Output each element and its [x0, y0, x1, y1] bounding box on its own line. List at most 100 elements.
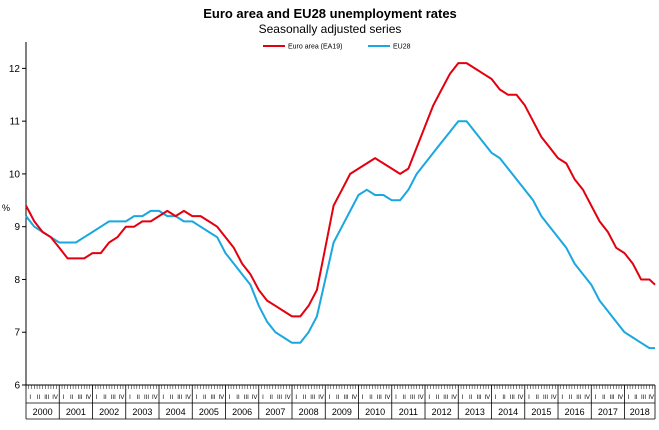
x-quarter-label: I: [428, 395, 430, 401]
legend: Euro area (EA19) EU28: [263, 44, 411, 51]
x-quarter-label: IV: [551, 395, 557, 401]
x-quarter-label: II: [602, 395, 606, 401]
x-quarter-label: IV: [518, 395, 524, 401]
x-quarter-label: I: [162, 395, 164, 401]
x-quarter-label: IV: [648, 395, 654, 401]
x-quarter-label: IV: [352, 395, 358, 401]
x-quarter-label: II: [436, 395, 440, 401]
x-quarter-label: IV: [219, 395, 225, 401]
y-tick-label: 9: [14, 222, 20, 233]
x-quarter-label: IV: [451, 395, 457, 401]
x-year-label: 2012: [432, 407, 452, 417]
x-quarter-label: III: [144, 395, 149, 401]
x-quarter-label: IV: [152, 395, 158, 401]
x-quarter-label: IV: [252, 395, 258, 401]
x-quarter-label: III: [310, 395, 315, 401]
x-year-label: 2006: [232, 407, 252, 417]
x-year-label: 2001: [66, 407, 86, 417]
x-quarter-label: III: [641, 395, 646, 401]
x-year-label: 2008: [299, 407, 319, 417]
x-quarter-label: I: [495, 395, 497, 401]
y-tick-label: 11: [10, 117, 21, 128]
x-quarter-label: III: [377, 395, 382, 401]
x-year-label: 2018: [630, 407, 650, 417]
x-year-label: 2004: [166, 407, 186, 417]
chart-title: Euro area and EU28 unemployment rates: [203, 6, 457, 21]
x-quarter-label: III: [543, 395, 548, 401]
x-quarter-label: III: [177, 395, 182, 401]
x-quarter-label: IV: [318, 395, 324, 401]
chart-subtitle: Seasonally adjusted series: [259, 22, 402, 36]
x-quarter-label: I: [96, 395, 98, 401]
x-quarter-label: II: [469, 395, 473, 401]
x-quarter-label: III: [410, 395, 415, 401]
x-quarter-label: IV: [618, 395, 624, 401]
series-layer: [25, 62, 656, 350]
x-quarter-label: III: [510, 395, 515, 401]
x-year-label: 2002: [99, 407, 119, 417]
x-quarter-label: II: [137, 395, 141, 401]
x-quarter-label: III: [477, 395, 482, 401]
x-quarter-label: III: [443, 395, 448, 401]
x-quarter-label: III: [111, 395, 116, 401]
x-quarter-label: IV: [185, 395, 191, 401]
x-year-label: 2013: [465, 407, 485, 417]
x-quarter-label: I: [561, 395, 563, 401]
x-quarter-label: II: [369, 395, 373, 401]
x-quarter-label: II: [569, 395, 573, 401]
x-quarter-label: II: [536, 395, 540, 401]
x-quarter-label: I: [528, 395, 530, 401]
x-quarter-label: II: [634, 395, 638, 401]
x-quarter-label: IV: [86, 395, 92, 401]
x-quarter-label: IV: [418, 395, 424, 401]
x-quarter-label: I: [362, 395, 364, 401]
series-line-eu28: [25, 120, 655, 350]
x-quarter-label: I: [29, 395, 31, 401]
x-year-label: 2015: [531, 407, 551, 417]
x-quarter-label: I: [329, 395, 331, 401]
x-quarter-label: II: [70, 395, 74, 401]
x-quarter-label: II: [502, 395, 506, 401]
x-quarter-label: I: [595, 395, 597, 401]
x-year-label: 2014: [498, 407, 518, 417]
x-quarter-label: III: [78, 395, 83, 401]
x-year-label: 2011: [399, 407, 418, 417]
y-axis: 6 7 8 9 10 11 12: [9, 42, 27, 392]
x-quarter-label: I: [129, 395, 131, 401]
legend-label: EU28: [393, 44, 411, 51]
x-year-label: 2010: [365, 407, 385, 417]
x-year-label: 2005: [199, 407, 219, 417]
x-quarter-label: I: [462, 395, 464, 401]
y-tick-label: 10: [9, 169, 21, 180]
x-quarter-label: III: [211, 395, 216, 401]
x-quarter-label: I: [262, 395, 264, 401]
y-tick-label: 12: [9, 64, 21, 75]
x-quarter-label: III: [277, 395, 282, 401]
series-line-ea19: [25, 62, 656, 318]
x-quarter-label: I: [395, 395, 397, 401]
x-quarter-label: III: [344, 395, 349, 401]
x-quarter-label: III: [244, 395, 249, 401]
x-quarter-label: II: [170, 395, 174, 401]
x-quarter-label: IV: [385, 395, 391, 401]
x-quarter-label: II: [336, 395, 340, 401]
x-quarter-label: II: [103, 395, 107, 401]
x-quarter-label: IV: [285, 395, 291, 401]
y-tick-label: 8: [14, 275, 20, 286]
x-year-label: 2016: [565, 407, 585, 417]
x-quarter-label: IV: [584, 395, 590, 401]
x-quarter-label: I: [63, 395, 65, 401]
y-tick-label: 6: [14, 381, 20, 392]
y-tick-label: 7: [14, 328, 20, 339]
x-quarter-label: II: [203, 395, 207, 401]
x-quarter-label: III: [44, 395, 49, 401]
x-quarter-label: III: [610, 395, 615, 401]
x-year-label: 2009: [332, 407, 352, 417]
x-year-label: 2007: [265, 407, 285, 417]
legend-label: Euro area (EA19): [288, 44, 342, 51]
x-quarter-label: I: [196, 395, 198, 401]
y-axis-label: %: [2, 203, 10, 213]
x-quarter-label: I: [627, 395, 629, 401]
